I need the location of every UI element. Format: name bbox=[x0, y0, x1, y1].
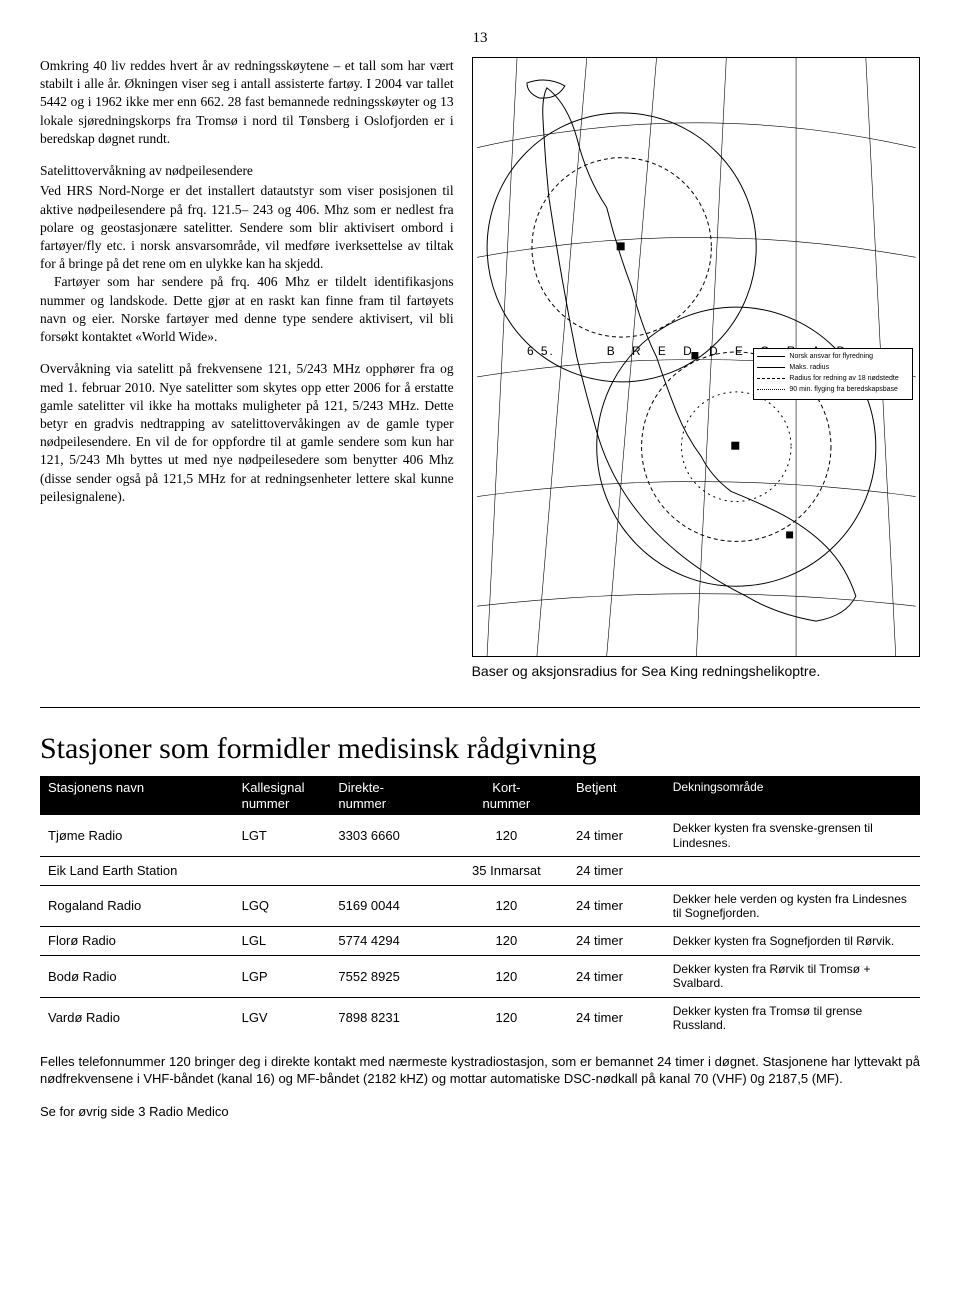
cell-kort: 120 bbox=[445, 927, 568, 956]
cell-dir: 5774 4294 bbox=[330, 927, 444, 956]
legend-item-1: Norsk ansvar for flyredning bbox=[789, 352, 873, 361]
left-text-column: Omkring 40 liv reddes hvert år av rednin… bbox=[40, 57, 454, 679]
cell-call: LGL bbox=[234, 927, 331, 956]
cell-bet: 24 timer bbox=[568, 856, 665, 885]
footer-paragraph: Felles telefonnummer 120 bringer deg i d… bbox=[40, 1053, 920, 1088]
cell-name: Florø Radio bbox=[40, 927, 234, 956]
page-number: 13 bbox=[40, 30, 920, 47]
table-row: Tjøme Radio LGT 3303 6660 120 24 timer D… bbox=[40, 815, 920, 856]
cell-call: LGV bbox=[234, 997, 331, 1038]
table-row: Bodø Radio LGP 7552 8925 120 24 timer De… bbox=[40, 955, 920, 997]
table-row: Vardø Radio LGV 7898 8231 120 24 timer D… bbox=[40, 997, 920, 1038]
map-figure: 6 5. B R E D D E G R A D Norsk ansvar fo… bbox=[472, 57, 921, 657]
th-name: Stasjonens navn bbox=[40, 776, 234, 815]
cell-call: LGT bbox=[234, 815, 331, 856]
cell-dir: 5169 0044 bbox=[330, 885, 444, 927]
th-manned: Betjent bbox=[568, 776, 665, 815]
legend-item-4: 90 min. flyging fra beredskapsbase bbox=[789, 385, 898, 394]
cell-kort: 120 bbox=[445, 815, 568, 856]
cell-dir: 7552 8925 bbox=[330, 955, 444, 997]
cell-call bbox=[234, 856, 331, 885]
map-caption: Baser og aksjonsradius for Sea King redn… bbox=[472, 663, 921, 679]
map-legend: Norsk ansvar for flyredning Maks. radius… bbox=[753, 348, 913, 400]
th-short: Kort- nummer bbox=[445, 776, 568, 815]
cell-dek bbox=[665, 856, 920, 885]
map-lat-65: 6 5. bbox=[527, 344, 555, 358]
legend-item-3: Radius for redning av 18 nødstedte bbox=[789, 374, 898, 383]
cell-dek: Dekker kysten fra Tromsø til grense Russ… bbox=[665, 997, 920, 1038]
cell-name: Tjøme Radio bbox=[40, 815, 234, 856]
satellite-heading: Satelittovervåkning av nødpeilesendere bbox=[40, 162, 454, 180]
cell-call: LGQ bbox=[234, 885, 331, 927]
cell-call: LGP bbox=[234, 955, 331, 997]
cell-kort: 35 Inmarsat bbox=[445, 856, 568, 885]
cell-dek: Dekker kysten fra Sognefjorden til Rørvi… bbox=[665, 927, 920, 956]
cell-name: Eik Land Earth Station bbox=[40, 856, 234, 885]
cell-bet: 24 timer bbox=[568, 955, 665, 997]
cell-name: Vardø Radio bbox=[40, 997, 234, 1038]
table-body: Tjøme Radio LGT 3303 6660 120 24 timer D… bbox=[40, 815, 920, 1038]
cell-dir: 7898 8231 bbox=[330, 997, 444, 1038]
cell-dek: Dekker hele verden og kysten fra Lindesn… bbox=[665, 885, 920, 927]
cell-dir bbox=[330, 856, 444, 885]
table-row: Florø Radio LGL 5774 4294 120 24 timer D… bbox=[40, 927, 920, 956]
section-title-medical: Stasjoner som formidler medisinsk rådgiv… bbox=[40, 732, 920, 766]
section-divider bbox=[40, 707, 920, 708]
paragraph-satellite-3: Overvåkning via satelitt på frekvensene … bbox=[40, 360, 454, 506]
table-row: Rogaland Radio LGQ 5169 0044 120 24 time… bbox=[40, 885, 920, 927]
top-two-column-section: Omkring 40 liv reddes hvert år av rednin… bbox=[40, 57, 920, 679]
paragraph-satellite-2: Fartøyer som har sendere på frq. 406 Mhz… bbox=[40, 273, 454, 346]
paragraph-satellite-1: Ved HRS Nord-Norge er det installert dat… bbox=[40, 182, 454, 273]
cell-kort: 120 bbox=[445, 955, 568, 997]
cell-kort: 120 bbox=[445, 997, 568, 1038]
cell-bet: 24 timer bbox=[568, 927, 665, 956]
cell-name: Bodø Radio bbox=[40, 955, 234, 997]
th-callsign: Kallesignal nummer bbox=[234, 776, 331, 815]
cell-dek: Dekker kysten fra svenske-grensen til Li… bbox=[665, 815, 920, 856]
legend-item-2: Maks. radius bbox=[789, 363, 829, 372]
cell-bet: 24 timer bbox=[568, 815, 665, 856]
medical-stations-table: Stasjonens navn Kallesignal nummer Direk… bbox=[40, 776, 920, 1039]
table-header-row: Stasjonens navn Kallesignal nummer Direk… bbox=[40, 776, 920, 815]
cell-name: Rogaland Radio bbox=[40, 885, 234, 927]
th-coverage: Dekningsområde bbox=[665, 776, 920, 815]
see-also-line: Se for øvrig side 3 Radio Medico bbox=[40, 1104, 920, 1119]
cell-dir: 3303 6660 bbox=[330, 815, 444, 856]
right-map-column: 6 5. B R E D D E G R A D Norsk ansvar fo… bbox=[472, 57, 921, 679]
cell-kort: 120 bbox=[445, 885, 568, 927]
table-row: Eik Land Earth Station 35 Inmarsat 24 ti… bbox=[40, 856, 920, 885]
cell-bet: 24 timer bbox=[568, 885, 665, 927]
cell-bet: 24 timer bbox=[568, 997, 665, 1038]
cell-dek: Dekker kysten fra Rørvik til Tromsø + Sv… bbox=[665, 955, 920, 997]
paragraph-intro: Omkring 40 liv reddes hvert år av rednin… bbox=[40, 57, 454, 148]
th-direct: Direkte- nummer bbox=[330, 776, 444, 815]
